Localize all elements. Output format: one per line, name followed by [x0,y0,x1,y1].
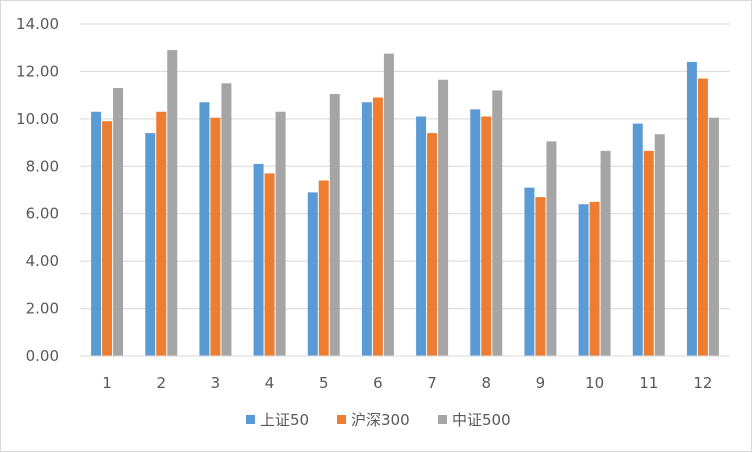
bar-中证500-8 [492,90,503,357]
bar-中证500-5 [329,93,340,357]
bar-沪深300-11 [643,150,654,356]
x-tick-label: 1 [102,374,112,392]
legend-swatch [246,415,255,424]
legend: 上证50 沪深300 中证500 [246,411,511,429]
bar-上证50-5 [307,192,318,356]
bar-上证50-10 [578,204,589,356]
bar-上证50-8 [470,109,481,357]
bar-上证50-3 [199,102,210,356]
bar-沪深300-2 [156,111,167,357]
y-tick-label: 0.00 [26,347,59,365]
bar-中证500-9 [546,141,557,356]
bar-上证50-7 [416,116,427,357]
bar-中证500-12 [708,117,719,356]
y-tick-label: 14.00 [16,15,59,33]
y-tick-label: 12.00 [16,62,59,80]
bar-上证50-1 [91,111,102,357]
bar-沪深300-6 [372,97,383,356]
bar-中证500-4 [275,111,286,357]
x-tick-label: 4 [265,374,275,392]
y-tick-label: 10.00 [16,110,59,128]
y-axis-ticks: 0.00 2.00 4.00 6.00 8.00 10.00 12.00 14.00 [16,15,59,365]
x-tick-label: 5 [319,374,329,392]
x-tick-label: 11 [639,374,658,392]
y-tick-label: 4.00 [26,252,59,270]
bar-上证50-4 [253,163,264,356]
bar-上证50-2 [145,133,156,356]
x-tick-label: 2 [156,374,166,392]
legend-swatch [438,415,447,424]
bar-中证500-3 [221,83,232,356]
bar-沪深300-12 [697,78,708,356]
bar-沪深300-1 [102,121,113,356]
bar-中证500-10 [600,150,611,356]
bar-上证50-11 [632,123,643,356]
x-axis-ticks: 1 2 3 4 5 6 7 8 9 10 11 12 [102,374,712,392]
x-tick-label: 10 [585,374,604,392]
x-tick-label: 9 [536,374,546,392]
x-tick-label: 8 [481,374,491,392]
bar-上证50-6 [361,102,372,356]
bar-沪深300-3 [210,117,221,356]
bar-沪深300-5 [318,180,329,356]
y-tick-label: 2.00 [26,300,59,318]
bars [91,50,719,357]
gridlines [80,23,730,310]
x-tick-label: 6 [373,374,383,392]
bar-上证50-9 [524,187,535,356]
bar-沪深300-4 [264,173,275,356]
bar-中证500-6 [383,53,394,356]
bar-上证50-12 [686,61,697,356]
bar-中证500-1 [113,88,124,356]
x-tick-label: 3 [211,374,221,392]
bar-沪深300-8 [481,116,492,357]
x-tick-label: 12 [693,374,712,392]
bar-中证500-11 [654,134,665,356]
y-tick-label: 6.00 [26,205,59,223]
bar-中证500-7 [438,79,449,356]
legend-label: 沪深300 [351,411,410,429]
bar-沪深300-10 [589,201,600,356]
legend-swatch [337,415,346,424]
bar-沪深300-7 [427,133,438,356]
legend-label: 上证50 [260,411,309,429]
x-tick-label: 7 [427,374,437,392]
legend-label: 中证500 [452,411,511,429]
bar-沪深300-9 [535,197,546,356]
y-tick-label: 8.00 [26,157,59,175]
bar-中证500-2 [167,50,178,357]
